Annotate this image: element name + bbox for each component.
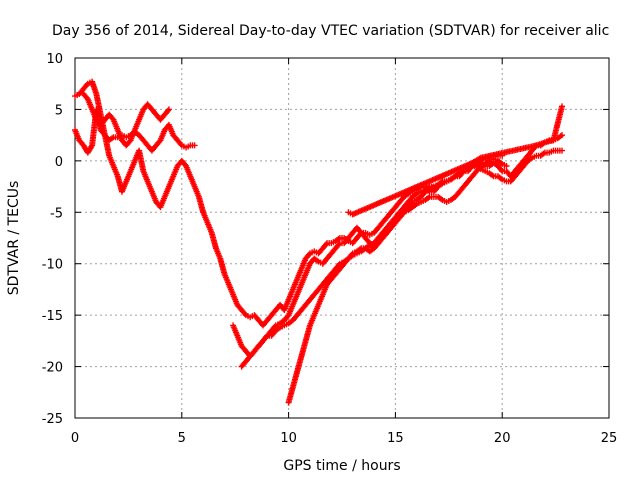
data-point-series-1	[182, 161, 189, 168]
data-point-series-2	[559, 147, 566, 154]
y-tick-label: -20	[42, 361, 63, 376]
x-tick-label: 5	[178, 431, 186, 446]
x-tick-label: 15	[387, 431, 404, 446]
data-point-series-1	[322, 241, 329, 248]
data-point-series-1	[305, 251, 312, 258]
data-point-series-4	[348, 251, 355, 258]
chart-title: Day 356 of 2014, Sidereal Day-to-day VTE…	[52, 23, 609, 39]
data-point-series-5	[83, 94, 90, 101]
data-point-series-3	[263, 334, 270, 340]
data-point-series-2	[284, 313, 291, 320]
y-tick-label: -10	[42, 258, 63, 273]
axis-ticks: 0 5 10 15 20 25 -25 -20 -15 -10 -5 0 5 10	[42, 52, 618, 446]
data-point-series-4	[476, 164, 483, 171]
data-point-series-1	[559, 132, 566, 139]
data-point-series-6	[559, 103, 566, 110]
x-axis-label: GPS time / hours	[283, 458, 400, 474]
y-tick-label: -5	[50, 206, 63, 221]
data-points	[72, 78, 566, 406]
data-point-series-1	[498, 166, 505, 173]
data-point-series-4	[399, 210, 406, 217]
data-point-series-5	[164, 107, 171, 114]
y-tick-label: 5	[55, 103, 63, 118]
plot-frame	[74, 57, 610, 419]
data-point-series-2	[335, 241, 342, 248]
y-tick-label: 0	[55, 155, 63, 170]
y-tick-label: -25	[42, 412, 63, 427]
x-tick-label: 20	[494, 431, 511, 446]
data-point-series-5	[165, 106, 172, 113]
data-point-series-1	[83, 82, 90, 88]
y-tick-label: 10	[46, 52, 63, 67]
data-point-series-1	[241, 310, 248, 317]
x-tick-label: 0	[71, 431, 79, 446]
data-point-series-0	[191, 142, 198, 149]
x-tick-label: 25	[601, 431, 618, 446]
y-tick-label: -15	[42, 309, 63, 324]
x-tick-label: 10	[280, 431, 297, 446]
data-point-series-4	[503, 163, 510, 169]
data-point-series-0	[177, 141, 184, 148]
y-axis-label: SDTVAR / TECUs	[6, 181, 22, 296]
